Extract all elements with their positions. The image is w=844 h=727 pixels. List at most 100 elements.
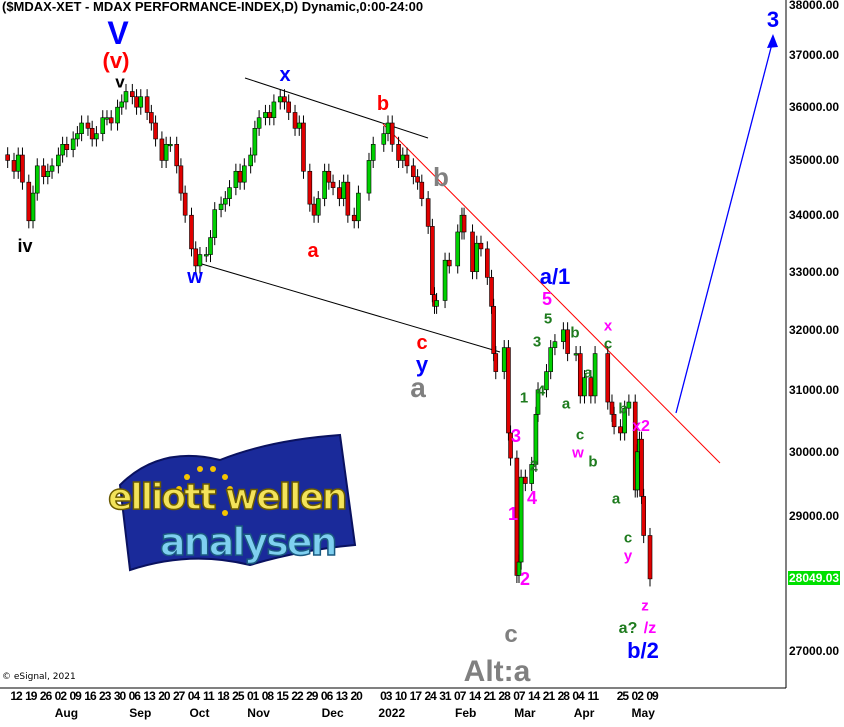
candle <box>396 143 401 161</box>
wave-label: 3 <box>510 426 522 446</box>
candle <box>592 353 598 397</box>
x-tick-label: 09 <box>646 689 658 703</box>
forecast-arrowhead <box>767 34 778 48</box>
candle <box>286 101 291 113</box>
candle <box>89 128 95 140</box>
candle <box>508 432 513 459</box>
candle <box>20 154 25 183</box>
wave-label: x <box>603 317 613 335</box>
wave-label: 5 <box>541 289 553 309</box>
x-tick-label: 31 <box>439 689 451 703</box>
x-tick-label: 25 <box>232 689 244 703</box>
candle <box>385 122 391 134</box>
candle <box>641 496 646 536</box>
candle <box>622 407 627 434</box>
x-tick-label: 19 <box>25 689 37 703</box>
wave-label: /z <box>643 620 657 637</box>
x-tick-label: 20 <box>350 689 363 703</box>
wave-label: 3 <box>532 333 542 351</box>
wave-label: a? <box>618 620 638 637</box>
candle <box>315 198 321 216</box>
candle <box>400 154 406 161</box>
wave-label: (v) <box>102 48 130 73</box>
x-tick-label: 08 <box>261 689 274 703</box>
wave-label: c <box>504 621 518 648</box>
y-tick-label: 27000.00 <box>789 643 840 658</box>
candle <box>208 237 213 255</box>
x-tick-label: 21 <box>483 689 496 703</box>
candle <box>322 170 327 199</box>
wave-label: V <box>107 15 129 51</box>
candle <box>197 254 203 267</box>
candle <box>296 122 302 129</box>
trendline-lower <box>194 261 501 353</box>
candle <box>548 347 554 372</box>
candle <box>263 112 268 119</box>
candle <box>168 143 173 147</box>
wave-label: a <box>611 490 621 508</box>
candle <box>605 353 611 403</box>
x-tick-label: 09 <box>69 689 81 703</box>
wave-label: 1 <box>519 389 529 407</box>
candle <box>30 192 36 222</box>
x-tick-label: 14 <box>527 689 540 703</box>
y-tick-label: 35000.00 <box>789 153 840 168</box>
wave-label: 2 <box>519 569 531 589</box>
candle <box>535 389 541 415</box>
candle <box>446 259 452 267</box>
wave-label: c <box>603 335 613 353</box>
candle <box>242 165 247 183</box>
candle <box>15 154 21 172</box>
candle <box>389 122 395 145</box>
candle <box>366 160 372 194</box>
x-tick-label: 07 <box>454 689 466 703</box>
x-tick-label: 18 <box>217 689 229 703</box>
candle <box>493 353 499 372</box>
candle <box>341 181 346 199</box>
x-month-label: Aug <box>54 706 79 720</box>
y-tick-label: 34000.00 <box>789 208 840 223</box>
candle <box>189 214 194 250</box>
wave-label: 5 <box>543 310 553 328</box>
candle <box>381 133 387 145</box>
candle <box>60 143 65 156</box>
x-month-label: Oct <box>189 706 210 720</box>
candle <box>79 122 84 134</box>
wave-label: a <box>561 395 571 413</box>
x-month-label: Feb <box>455 706 477 720</box>
x-month-label: Dec <box>321 706 344 720</box>
y-tick-label: 33000.00 <box>789 264 840 279</box>
x-tick-label: 16 <box>84 689 96 703</box>
copyright-text: © eSignal, 2021 <box>2 672 76 682</box>
wave-label: a <box>307 240 319 262</box>
wave-label: b <box>376 93 390 115</box>
candle <box>70 138 76 150</box>
wave-label: 4 <box>536 382 546 400</box>
x-tick-label: 02 <box>54 689 67 703</box>
candle <box>489 277 494 307</box>
candle <box>501 347 507 372</box>
candle <box>425 198 431 227</box>
x-tick-label: 29 <box>306 689 318 703</box>
candle <box>565 329 570 354</box>
candle <box>108 117 114 124</box>
x-month-label: May <box>631 706 655 720</box>
x-tick-label: 28 <box>498 689 510 703</box>
candle <box>523 476 528 484</box>
candle <box>529 464 534 484</box>
candle <box>223 198 228 205</box>
candle <box>345 181 351 216</box>
x-tick-label: 30 <box>113 689 126 703</box>
candle <box>75 133 80 140</box>
x-tick-label: 23 <box>99 689 111 703</box>
candle <box>461 214 467 233</box>
candle <box>419 181 425 199</box>
candle <box>311 203 317 216</box>
candle <box>639 438 644 497</box>
candle <box>119 101 125 108</box>
y-tick-label: 32000.00 <box>789 322 840 337</box>
candle <box>478 242 484 250</box>
wave-label: x <box>279 64 291 86</box>
